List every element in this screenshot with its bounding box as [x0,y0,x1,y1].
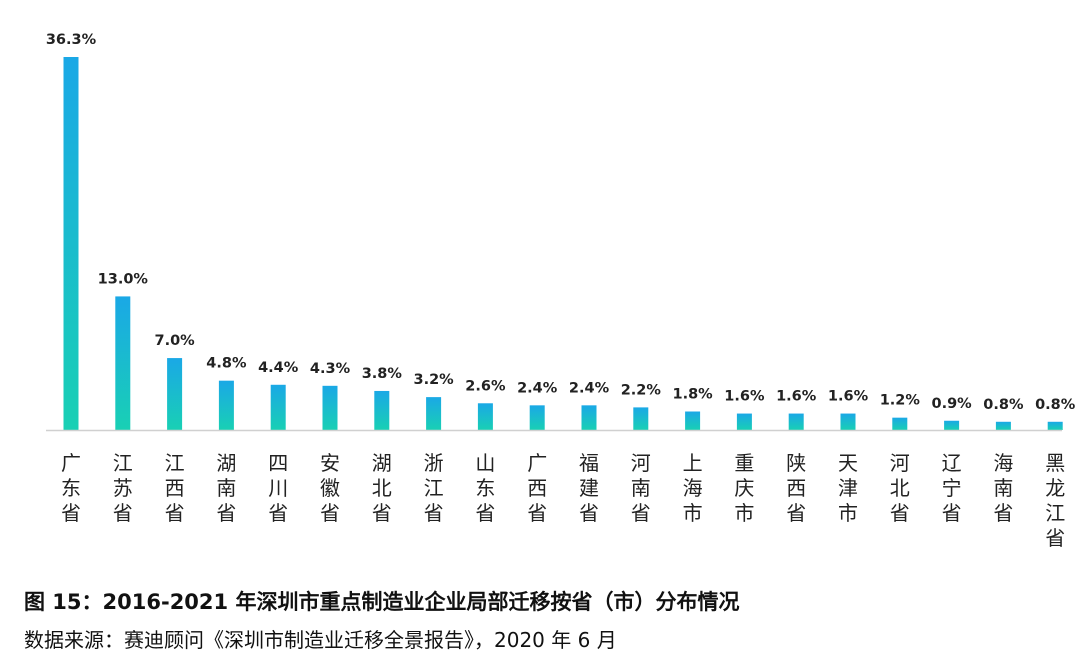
bar-1 [63,57,79,430]
data-label-20: 0.8% [1035,397,1076,413]
data-label-1: 36.3% [46,32,97,48]
data-label-3: 7.0% [154,333,195,349]
data-label-7: 3.8% [362,366,403,382]
bar-18 [944,420,960,430]
data-label-15: 1.6% [776,389,817,405]
category-label-14: 重庆市 [734,451,754,525]
data-label-10: 2.4% [517,380,558,396]
bar-chart: 36.3% 广东省 13.0% 江苏省 7.0% 江西省 4.8% 湖南省 4.4% 四川省 4.3… [46,32,1076,550]
bar-9 [477,403,493,430]
category-label-9: 山东省 [475,451,495,525]
category-label-15: 陕西省 [786,451,806,525]
category-label-19: 海南省 [993,451,1013,525]
category-label-8: 浙江省 [424,451,444,525]
data-label-11: 2.4% [569,380,610,396]
category-label-12: 河南省 [631,451,651,525]
bar-2 [115,296,131,430]
data-label-12: 2.2% [621,382,662,398]
category-label-13: 上海市 [683,451,703,525]
data-label-16: 1.6% [828,389,869,405]
data-label-8: 3.2% [413,372,454,388]
bar-17 [892,417,908,430]
bar-5 [270,384,286,430]
category-label-6: 安徽省 [320,451,340,525]
bar-13 [685,411,701,430]
data-label-6: 4.3% [310,361,351,377]
bar-7 [374,390,390,430]
bar-19 [995,421,1011,430]
category-label-4: 湖南省 [216,451,236,525]
data-label-14: 1.6% [724,389,765,405]
category-label-11: 福建省 [579,451,599,525]
data-label-5: 4.4% [258,360,299,376]
bar-12 [633,407,649,430]
bar-6 [322,385,338,430]
bar-15 [788,413,804,430]
category-label-5: 四川省 [268,451,288,525]
category-label-17: 河北省 [890,451,910,525]
data-label-9: 2.6% [465,378,506,394]
figure-caption: 图 15：2016-2021 年深圳市重点制造业企业局部迁移按省（市）分布情况 [24,590,740,614]
data-label-18: 0.9% [931,396,972,412]
bar-3 [167,358,183,430]
data-label-2: 13.0% [98,271,149,287]
bar-16 [840,413,856,430]
data-label-4: 4.8% [206,356,247,372]
bar-8 [426,397,442,430]
data-label-13: 1.8% [672,387,713,403]
category-label-7: 湖北省 [372,451,392,525]
bar-10 [529,405,545,430]
category-label-16: 天津市 [838,451,858,525]
category-label-18: 辽宁省 [942,451,962,525]
data-label-19: 0.8% [983,397,1024,413]
category-label-3: 江西省 [165,451,185,525]
category-label-20: 黑龙江省 [1045,451,1065,550]
data-label-17: 1.2% [880,393,921,409]
category-label-1: 广东省 [61,451,81,525]
bar-14 [736,413,752,430]
category-label-2: 江苏省 [113,451,133,525]
bar-11 [581,405,597,430]
category-label-10: 广西省 [527,451,547,525]
bar-20 [1047,421,1063,430]
data-source: 数据来源：赛迪顾问《深圳市制造业迁移全景报告》，2020 年 6 月 [24,628,617,652]
bar-4 [218,380,234,430]
